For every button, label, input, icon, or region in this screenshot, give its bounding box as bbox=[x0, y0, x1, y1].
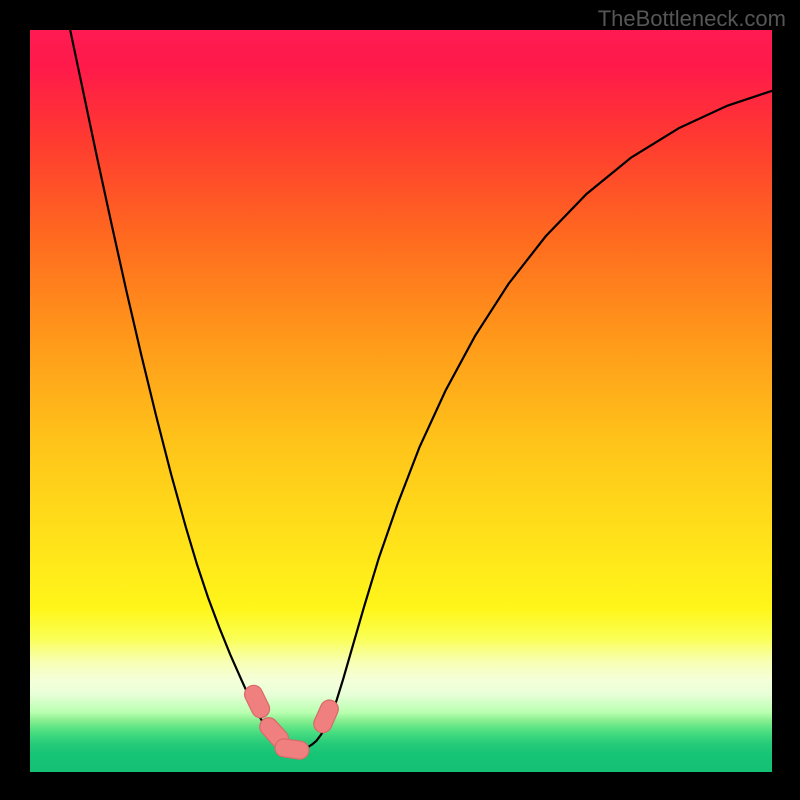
watermark-text: TheBottleneck.com bbox=[598, 6, 786, 32]
marker-capsule bbox=[274, 738, 310, 761]
plot-area bbox=[30, 30, 772, 772]
marker-capsule bbox=[311, 697, 341, 735]
bottleneck-curve bbox=[68, 30, 772, 750]
bottleneck-curve-layer bbox=[30, 30, 772, 772]
optimal-range-markers bbox=[242, 682, 342, 760]
